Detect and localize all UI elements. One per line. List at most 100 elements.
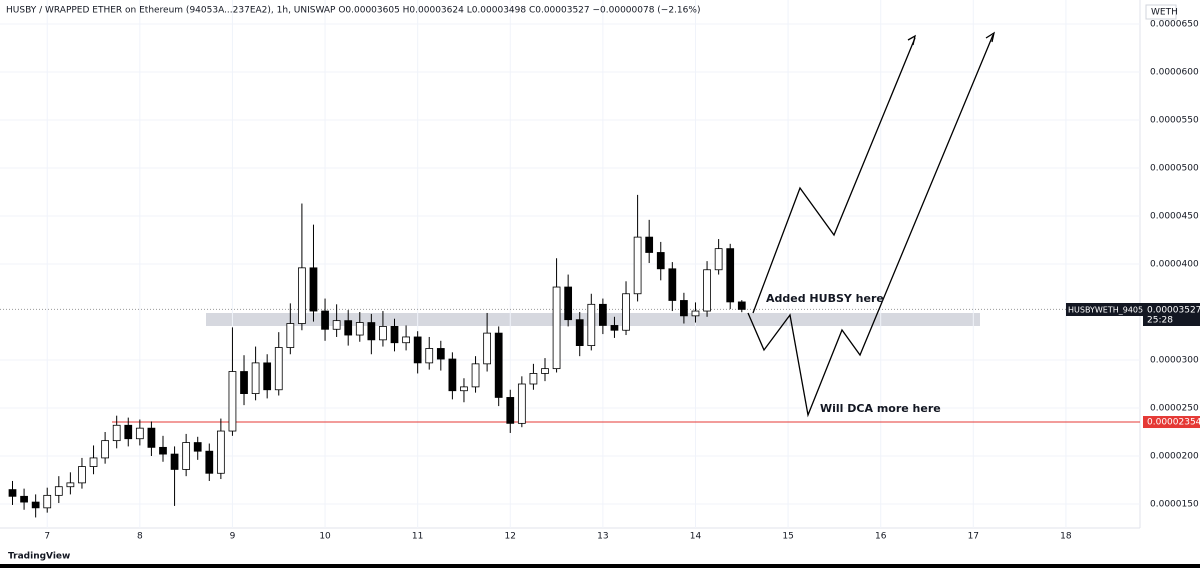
candle-body <box>413 336 422 364</box>
candle-body <box>541 368 549 374</box>
x-tick-label: 13 <box>597 532 608 542</box>
arrow-dca-path <box>747 34 994 418</box>
candle-body <box>66 482 75 488</box>
x-tick-label: 18 <box>1060 532 1072 542</box>
candle-body <box>135 427 144 440</box>
candle-body <box>483 332 491 365</box>
candle-body <box>182 442 191 470</box>
x-tick-label: 12 <box>505 532 516 542</box>
candle-body <box>216 430 225 474</box>
candle-body <box>390 325 399 344</box>
candle-body <box>633 236 642 295</box>
candle-body <box>332 320 341 330</box>
candle-body <box>170 453 179 470</box>
candle-body <box>286 323 295 348</box>
candle-body <box>251 362 260 395</box>
candle-body <box>714 248 723 271</box>
candle-body <box>344 320 353 336</box>
y-tick-label: 0.0000400 <box>1150 260 1199 270</box>
candle-body <box>54 486 63 496</box>
candle-body <box>529 373 538 385</box>
candle-body <box>622 293 630 331</box>
candle-body <box>517 383 526 424</box>
x-tick-label: 16 <box>875 532 887 542</box>
x-tick-label: 9 <box>230 532 236 542</box>
candle-body <box>703 269 711 312</box>
candle-body <box>20 495 28 503</box>
x-tick-label: 8 <box>137 532 143 542</box>
candle-body <box>240 371 248 394</box>
watermark: TradingView <box>8 552 70 562</box>
candle-body <box>263 362 272 391</box>
candle-body <box>147 427 156 448</box>
candle-body <box>193 442 202 452</box>
candle-body <box>298 267 306 324</box>
candle-body <box>587 303 596 347</box>
y-tick-label: 0.0000300 <box>1150 356 1199 366</box>
candle-body <box>205 450 214 474</box>
candle-body <box>31 501 40 509</box>
candle-body <box>680 300 688 317</box>
candle-body <box>355 322 364 336</box>
candle-body <box>8 489 17 497</box>
y-tick-label: 0.0000500 <box>1150 164 1199 174</box>
candle-body <box>656 252 665 270</box>
candle-body <box>610 325 619 331</box>
candle-body <box>367 322 376 341</box>
candle-body <box>471 363 480 388</box>
candle-body <box>506 397 515 424</box>
candle-body <box>575 319 584 346</box>
x-tick-label: 14 <box>690 532 702 542</box>
candle-body <box>599 303 607 326</box>
x-tick-label: 11 <box>412 532 423 542</box>
candle-body <box>402 336 410 344</box>
candle-body <box>112 424 121 442</box>
y-tick-label: 0.0000650 <box>1150 20 1199 30</box>
candle-body <box>645 236 654 253</box>
x-tick-label: 17 <box>968 532 979 542</box>
candle-body <box>159 446 167 455</box>
header: HUSBY / WRAPPED ETHER on Ethereum (94053… <box>6 6 700 16</box>
price-badge <box>1143 303 1200 326</box>
candle-body <box>89 457 98 467</box>
currency[interactable]: WETH <box>1151 8 1178 18</box>
x-tick-label: 10 <box>319 532 331 542</box>
candle-body <box>124 424 133 440</box>
arrow-head <box>907 34 916 46</box>
candle-body <box>552 286 561 370</box>
candle-body <box>101 440 109 459</box>
y-tick-label: 0.0000600 <box>1150 68 1199 78</box>
candle-body <box>78 466 86 484</box>
candle-body <box>43 494 52 509</box>
y-tick-label: 0.0000200 <box>1150 452 1199 462</box>
reference-price: 0.00002354 <box>1147 418 1200 428</box>
arrow-head <box>985 31 995 43</box>
candle-body <box>228 371 237 432</box>
candle-body <box>726 248 735 303</box>
candle-body <box>691 310 700 317</box>
annotation: Added HUBSY here <box>766 292 884 305</box>
x-tick-label: 7 <box>44 532 50 542</box>
candle-body <box>274 347 283 391</box>
last-price: 0.00003527 <box>1147 306 1200 316</box>
candle-body <box>460 386 468 392</box>
projection-arrows <box>747 31 995 418</box>
annotation: Will DCA more here <box>820 402 941 415</box>
y-tick-label: 0.0000250 <box>1150 404 1199 414</box>
y-tick-label: 0.0000150 <box>1150 500 1199 510</box>
symbol-label: HUSBYWETH_94053A <box>1068 306 1154 315</box>
reference-badge <box>1143 416 1200 429</box>
candle-body <box>436 348 445 360</box>
y-tick-label: 0.0000450 <box>1150 212 1199 222</box>
candle-body <box>321 310 329 330</box>
candle-body <box>425 348 434 364</box>
x-tick-label: 15 <box>782 532 793 542</box>
candle-body <box>494 332 503 398</box>
countdown: 25:28 <box>1147 316 1173 326</box>
symbol-badge <box>1066 303 1143 316</box>
candle-body <box>737 301 746 310</box>
candle-body <box>668 268 677 301</box>
currency-box[interactable] <box>1145 4 1177 20</box>
